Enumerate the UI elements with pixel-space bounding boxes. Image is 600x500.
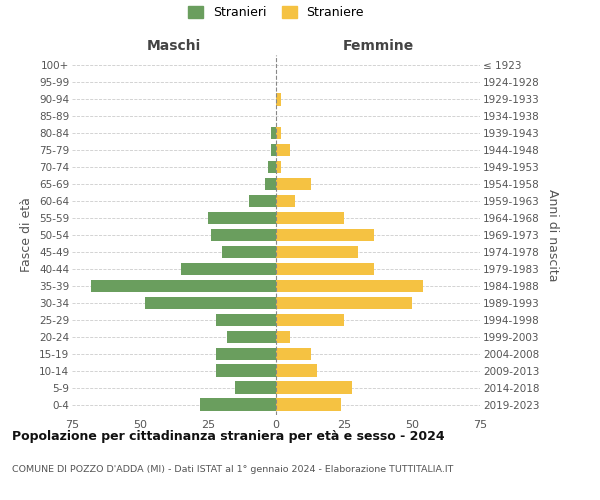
Bar <box>276 348 311 360</box>
Bar <box>276 314 344 326</box>
Bar <box>276 296 412 310</box>
Bar <box>276 246 358 258</box>
Bar <box>216 314 276 326</box>
Text: Popolazione per cittadinanza straniera per età e sesso - 2024: Popolazione per cittadinanza straniera p… <box>12 430 445 443</box>
Bar <box>276 144 290 156</box>
Bar <box>235 382 276 394</box>
Bar <box>221 246 276 258</box>
Bar <box>249 194 276 207</box>
Bar <box>268 160 276 173</box>
Bar <box>271 144 276 156</box>
Bar <box>276 262 374 276</box>
Y-axis label: Fasce di età: Fasce di età <box>20 198 34 272</box>
Bar <box>91 280 276 292</box>
Bar <box>276 228 374 241</box>
Bar <box>216 364 276 377</box>
Bar <box>200 398 276 411</box>
Bar <box>276 364 317 377</box>
Text: COMUNE DI POZZO D'ADDA (MI) - Dati ISTAT al 1° gennaio 2024 - Elaborazione TUTTI: COMUNE DI POZZO D'ADDA (MI) - Dati ISTAT… <box>12 465 454 474</box>
Bar <box>276 178 311 190</box>
Bar <box>271 126 276 140</box>
Bar <box>276 382 352 394</box>
Bar <box>145 296 276 310</box>
Bar <box>276 160 281 173</box>
Bar <box>276 398 341 411</box>
Bar <box>276 280 423 292</box>
Bar <box>276 93 281 106</box>
Bar <box>265 178 276 190</box>
Bar <box>276 212 344 224</box>
Bar <box>216 348 276 360</box>
Bar <box>181 262 276 276</box>
Bar <box>227 330 276 344</box>
Bar <box>276 330 290 344</box>
Legend: Stranieri, Straniere: Stranieri, Straniere <box>183 1 369 24</box>
Bar <box>208 212 276 224</box>
Y-axis label: Anni di nascita: Anni di nascita <box>546 188 559 281</box>
Bar <box>211 228 276 241</box>
Bar <box>276 126 281 140</box>
Bar <box>276 194 295 207</box>
Text: Maschi: Maschi <box>147 40 201 54</box>
Text: Femmine: Femmine <box>343 40 413 54</box>
